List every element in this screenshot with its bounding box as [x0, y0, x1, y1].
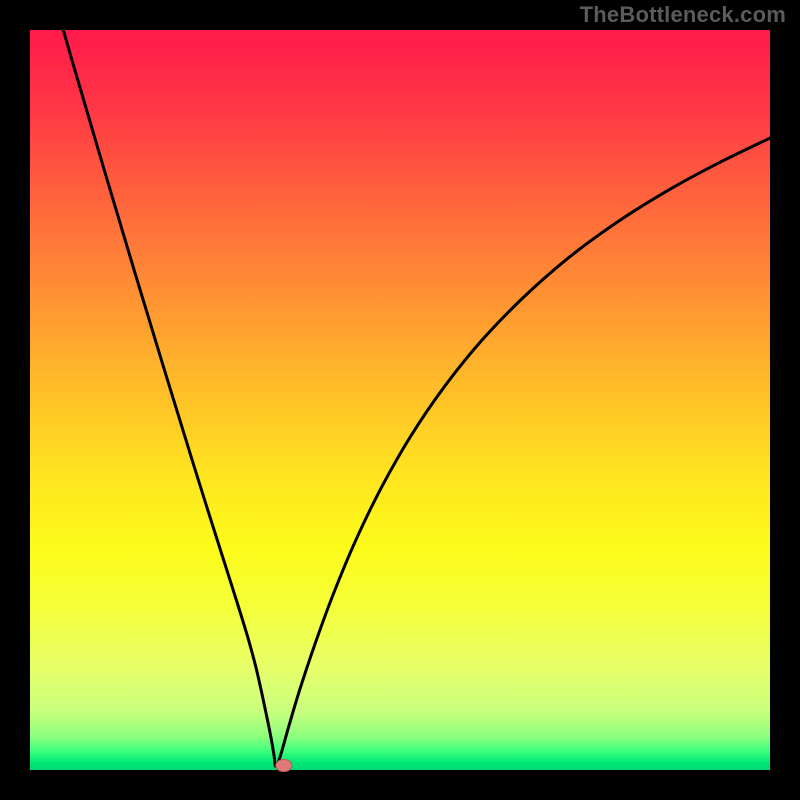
- bottleneck-chart: [0, 0, 800, 800]
- curve-minimum-marker: [276, 760, 292, 772]
- chart-container: { "watermark": { "text": "TheBottleneck.…: [0, 0, 800, 800]
- plot-area: [30, 30, 770, 770]
- watermark-text: TheBottleneck.com: [580, 2, 786, 28]
